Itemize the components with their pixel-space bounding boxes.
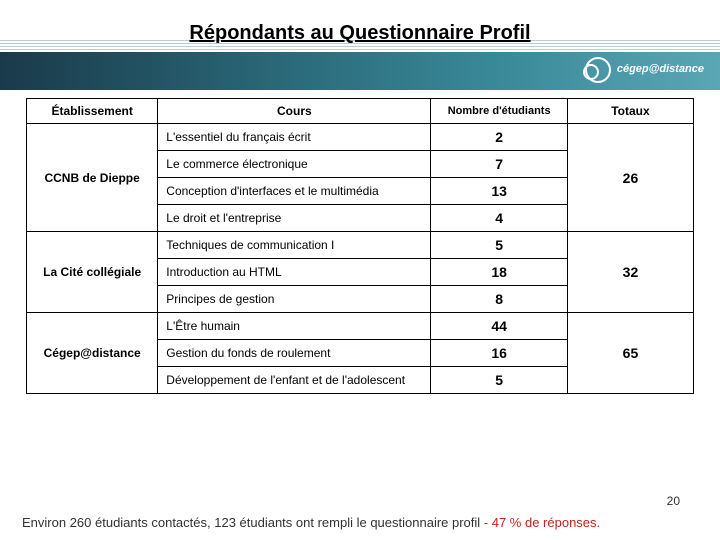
- cell-cours: L'Être humain: [158, 313, 431, 340]
- cell-etablissement: La Cité collégiale: [27, 232, 158, 313]
- respondents-table: Établissement Cours Nombre d'étudiants T…: [26, 98, 694, 394]
- table-row: La Cité collégiale Techniques de communi…: [27, 232, 694, 259]
- col-header-nombre: Nombre d'étudiants: [431, 99, 568, 124]
- cell-nombre: 44: [431, 313, 568, 340]
- footnote-percentage: - 47 % de réponses.: [484, 515, 600, 530]
- cell-cours: Le droit et l'entreprise: [158, 205, 431, 232]
- footnote: Environ 260 étudiants contactés, 123 étu…: [22, 514, 698, 532]
- cell-cours: L'essentiel du français écrit: [158, 124, 431, 151]
- cell-nombre: 8: [431, 286, 568, 313]
- cell-etablissement: Cégep@distance: [27, 313, 158, 394]
- cell-total: 26: [567, 124, 693, 232]
- cell-nombre: 4: [431, 205, 568, 232]
- page-number: 20: [667, 494, 680, 508]
- cell-nombre: 18: [431, 259, 568, 286]
- page-title: Répondants au Questionnaire Profil: [0, 22, 720, 45]
- cell-total: 65: [567, 313, 693, 394]
- footnote-text: Environ 260 étudiants contactés, 123 étu…: [22, 515, 484, 530]
- cell-nombre: 13: [431, 178, 568, 205]
- cell-nombre: 2: [431, 124, 568, 151]
- logo-mark-icon: [585, 57, 611, 83]
- cell-cours: Gestion du fonds de roulement: [158, 340, 431, 367]
- cell-nombre: 16: [431, 340, 568, 367]
- table-row: Cégep@distance L'Être humain 44 65: [27, 313, 694, 340]
- col-header-cours: Cours: [158, 99, 431, 124]
- cell-cours: Conception d'interfaces et le multimédia: [158, 178, 431, 205]
- table-row: CCNB de Dieppe L'essentiel du français é…: [27, 124, 694, 151]
- cell-nombre: 5: [431, 232, 568, 259]
- cell-cours: Introduction au HTML: [158, 259, 431, 286]
- cell-cours: Techniques de communication I: [158, 232, 431, 259]
- cell-nombre: 5: [431, 367, 568, 394]
- col-header-totaux: Totaux: [567, 99, 693, 124]
- cell-cours: Le commerce électronique: [158, 151, 431, 178]
- logo-text: cégep@distance: [617, 64, 704, 76]
- cell-total: 32: [567, 232, 693, 313]
- cell-nombre: 7: [431, 151, 568, 178]
- col-header-etablissement: Établissement: [27, 99, 158, 124]
- cell-cours: Développement de l'enfant et de l'adoles…: [158, 367, 431, 394]
- header-band: Répondants au Questionnaire Profil cégep…: [0, 0, 720, 90]
- cell-etablissement: CCNB de Dieppe: [27, 124, 158, 232]
- table-header-row: Établissement Cours Nombre d'étudiants T…: [27, 99, 694, 124]
- cell-cours: Principes de gestion: [158, 286, 431, 313]
- brand-logo: cégep@distance: [585, 55, 704, 85]
